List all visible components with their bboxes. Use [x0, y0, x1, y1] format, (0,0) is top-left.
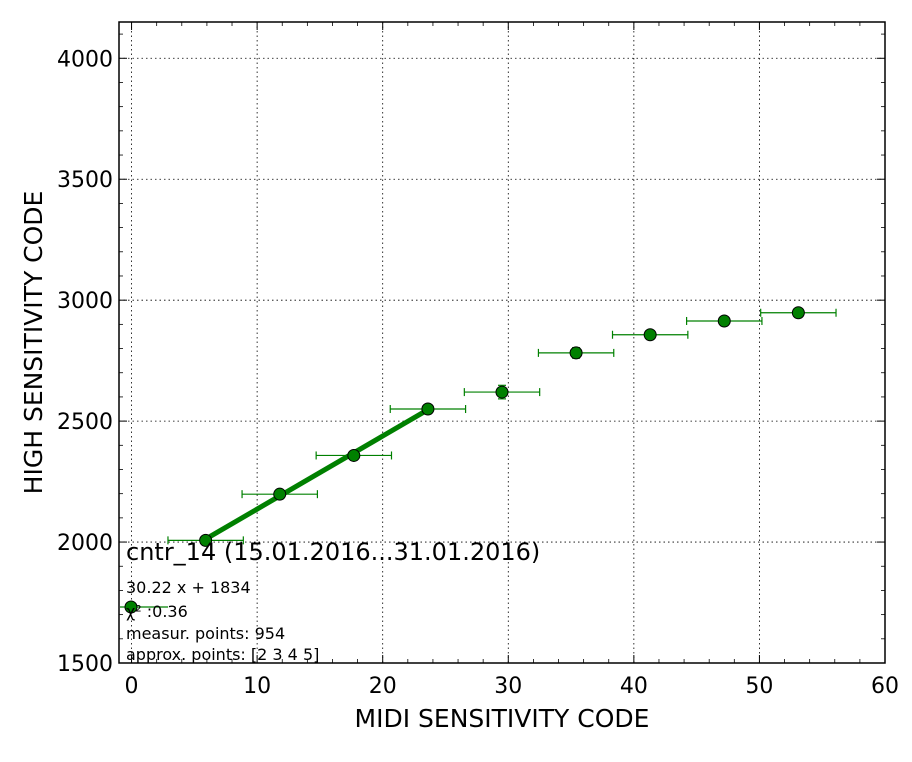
y-tick-label: 2500: [57, 410, 113, 435]
y-axis-title: HIGH SENSITIVITY CODE: [19, 191, 48, 495]
data-point: [199, 533, 213, 547]
x-tick-labels: 0 10 20 30 40 50 60: [125, 674, 899, 699]
y-tick-label: 3000: [57, 289, 113, 314]
data-point: [347, 448, 361, 462]
data-point: [273, 487, 287, 501]
data-point: [791, 306, 805, 320]
data-point: [717, 314, 731, 328]
major-ticks: [119, 22, 886, 664]
x-tick-label: 10: [243, 674, 271, 699]
x-tick-label: 30: [494, 674, 522, 699]
legend-marker-point: [124, 600, 138, 614]
x-tick-label: 0: [125, 674, 139, 699]
data-point: [643, 328, 657, 342]
data-points: [199, 306, 805, 547]
x-axis-title: MIDI SENSITIVITY CODE: [355, 704, 650, 733]
data-point: [569, 346, 583, 360]
y-tick-label: 3500: [57, 168, 113, 193]
annotation-block: cntr_14 (15.01.2016...31.01.2016) 30.22 …: [120, 538, 540, 664]
annotation-title: cntr_14 (15.01.2016...31.01.2016): [126, 538, 540, 566]
x-tick-label: 50: [745, 674, 773, 699]
legend-marker: [120, 600, 168, 614]
y-tick-label: 4000: [57, 47, 113, 72]
plot-area-frame: [118, 21, 886, 664]
data-point: [495, 385, 509, 399]
minor-ticks: [119, 22, 885, 663]
data-point: [421, 402, 435, 416]
fit-line-group: [204, 407, 430, 542]
fit-line: [204, 407, 430, 542]
annotation-fit-equation: 30.22 x + 1834: [126, 578, 251, 597]
x-tick-label: 20: [369, 674, 397, 699]
error-bars: [167, 308, 837, 545]
y-tick-label: 1500: [57, 652, 113, 677]
x-tick-label: 60: [871, 674, 899, 699]
annotation-chi2: χ² :0.36: [126, 602, 188, 621]
annotation-approx-points: approx. points: [2 3 4 5]: [126, 645, 319, 664]
y-tick-label: 2000: [57, 531, 113, 556]
annotation-measured-points: measur. points: 954: [126, 624, 285, 643]
grid: [119, 22, 886, 664]
x-tick-label: 40: [620, 674, 648, 699]
y-tick-labels: 1500 2000 2500 3000 3500 4000: [57, 47, 113, 677]
